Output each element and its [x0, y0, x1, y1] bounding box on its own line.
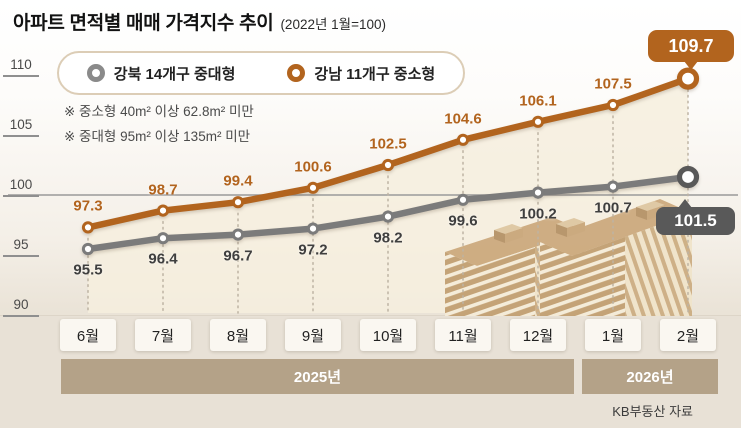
end-value-badge-gangnam: 109.7 — [648, 30, 734, 70]
legend-item-gangbuk: 강북 14개구 중대형 — [86, 63, 236, 84]
gray-dot-icon — [86, 64, 105, 82]
apartment-illustration — [445, 199, 692, 316]
data-series-lines — [81, 67, 700, 256]
page-subtitle: (2022년 1월=100) — [280, 17, 386, 32]
end-value-badge-gangbuk: 101.5 — [656, 199, 735, 235]
legend-label-gangnam: 강남 11개구 중소형 — [314, 65, 436, 83]
title-bar: 아파트 면적별 매매 가격지수 추이 (2022년 1월=100) — [13, 8, 386, 35]
legend-item-gangnam: 강남 11개구 중소형 — [287, 63, 435, 84]
legend: 강북 14개구 중대형 강남 11개구 중소형 — [57, 51, 465, 95]
year-band-2025: 2025년 — [61, 359, 574, 394]
data-source: KB부동산 자료 — [612, 404, 693, 419]
legend-label-gangbuk: 강북 14개구 중대형 — [113, 65, 236, 83]
page-title: 아파트 면적별 매매 가격지수 추이 — [13, 13, 274, 34]
footnote-large-size: ※ 중대형 95m² 이상 135m² 미만 — [64, 129, 251, 144]
year-band-2026: 2026년 — [582, 359, 718, 394]
footnote-small-size: ※ 중소형 40m² 이상 62.8m² 미만 — [64, 104, 254, 119]
orange-dot-icon — [287, 64, 306, 82]
footnotes: ※ 중소형 40m² 이상 62.8m² 미만 ※ 중대형 95m² 이상 13… — [64, 99, 254, 149]
